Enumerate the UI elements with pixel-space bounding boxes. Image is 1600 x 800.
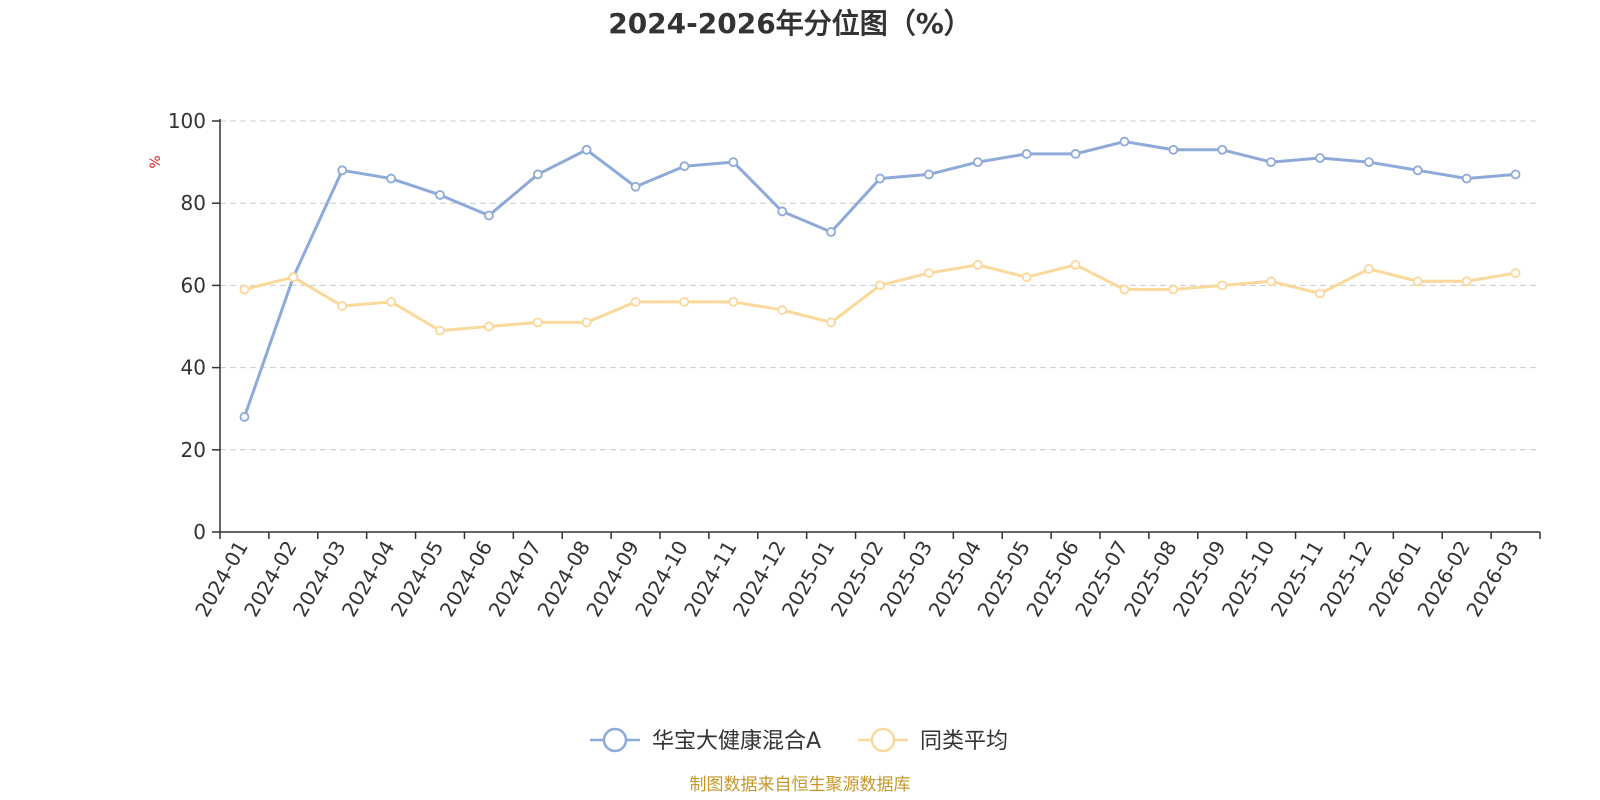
data-point bbox=[679, 296, 690, 307]
data-point bbox=[1217, 280, 1228, 291]
axes: 0204060801002024-012024-022024-032024-04… bbox=[168, 109, 1541, 621]
data-point bbox=[679, 161, 690, 172]
data-point bbox=[1021, 148, 1032, 159]
data-point bbox=[923, 169, 934, 180]
data-point bbox=[630, 296, 641, 307]
data-point bbox=[826, 317, 837, 328]
data-point bbox=[1412, 165, 1423, 176]
data-point bbox=[1021, 272, 1032, 283]
series-1 bbox=[239, 136, 1521, 422]
data-point bbox=[630, 181, 641, 192]
data-point bbox=[1510, 169, 1521, 180]
series-2 bbox=[239, 259, 1521, 336]
data-point bbox=[1461, 276, 1472, 287]
data-point bbox=[1070, 148, 1081, 159]
data-point bbox=[875, 280, 885, 291]
data-point bbox=[1315, 153, 1325, 163]
data-point bbox=[337, 165, 348, 176]
legend-marker bbox=[602, 727, 628, 753]
legend: 华宝大健康混合A 同类平均 bbox=[590, 727, 1008, 754]
data-point bbox=[532, 317, 543, 328]
data-point bbox=[777, 305, 788, 315]
data-point bbox=[1363, 157, 1374, 168]
data-point bbox=[288, 272, 299, 283]
y-tick-label: 40 bbox=[181, 356, 206, 380]
data-point bbox=[972, 259, 983, 270]
legend-label: 同类平均 bbox=[920, 729, 1008, 754]
y-tick-label: 0 bbox=[193, 520, 206, 544]
source-note: 制图数据来自恒生聚源数据库 bbox=[690, 775, 911, 795]
data-point bbox=[1266, 276, 1277, 287]
legend-label: 华宝大健康混合A bbox=[652, 729, 821, 754]
y-axis-label: % bbox=[148, 155, 164, 168]
data-point bbox=[386, 173, 397, 184]
data-point bbox=[532, 169, 543, 180]
data-point bbox=[728, 157, 739, 168]
data-point bbox=[1412, 276, 1423, 287]
data-point bbox=[1119, 136, 1130, 147]
data-point bbox=[777, 206, 788, 217]
data-point bbox=[1315, 288, 1325, 299]
data-point bbox=[1119, 284, 1130, 295]
series-layer bbox=[239, 136, 1521, 422]
data-point bbox=[239, 412, 250, 422]
y-tick-label: 60 bbox=[181, 273, 206, 297]
chart-title: 2024-2026年分位图（%） bbox=[608, 7, 972, 40]
data-point bbox=[972, 157, 983, 168]
legend-marker bbox=[870, 727, 896, 753]
data-point bbox=[1168, 284, 1179, 295]
data-point bbox=[483, 210, 494, 221]
data-point bbox=[1217, 144, 1228, 155]
series-line bbox=[244, 263, 1516, 333]
y-tick-label: 20 bbox=[181, 438, 206, 462]
data-point bbox=[875, 173, 885, 184]
data-point bbox=[483, 321, 494, 332]
data-point bbox=[1363, 264, 1374, 274]
y-tick-label: 80 bbox=[181, 191, 206, 215]
data-point bbox=[923, 268, 934, 278]
data-point bbox=[1266, 157, 1277, 168]
data-point bbox=[581, 144, 592, 155]
data-point bbox=[1168, 144, 1179, 155]
data-point bbox=[435, 190, 445, 200]
data-point bbox=[239, 284, 250, 295]
y-tick-label: 100 bbox=[168, 109, 206, 133]
data-point bbox=[435, 325, 445, 336]
data-point bbox=[1510, 268, 1521, 278]
data-point bbox=[1461, 173, 1472, 184]
data-point bbox=[826, 227, 837, 237]
data-point bbox=[386, 296, 397, 307]
data-point bbox=[337, 301, 348, 311]
data-point bbox=[728, 296, 739, 307]
data-point bbox=[1070, 259, 1081, 270]
data-point bbox=[581, 317, 592, 328]
